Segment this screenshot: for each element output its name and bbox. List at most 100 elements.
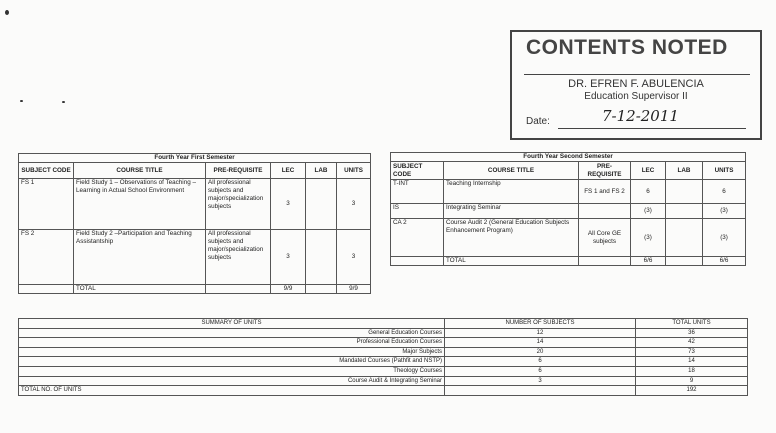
second-semester-table: Fourth Year Second Semester SUBJECT CODE… bbox=[389, 152, 747, 266]
units: (3) bbox=[701, 218, 747, 257]
summary-row: Theology Courses 6 18 bbox=[18, 365, 748, 377]
col-header: UNITS bbox=[701, 161, 747, 180]
scan-speck bbox=[20, 100, 23, 102]
col-header: PRE-REQUISITE bbox=[205, 162, 271, 179]
empty-cell bbox=[665, 256, 703, 266]
total-label: TOTAL bbox=[73, 284, 206, 294]
lab bbox=[665, 179, 703, 204]
lab bbox=[305, 178, 337, 230]
lec: 3 bbox=[270, 229, 306, 285]
stamp-title: CONTENTS NOTED bbox=[526, 36, 728, 59]
empty-cell bbox=[305, 284, 337, 294]
table-title: Fourth Year First Semester bbox=[17, 153, 372, 163]
category: Course Audit & Integrating Seminar bbox=[18, 375, 445, 387]
subjects: 6 bbox=[444, 365, 636, 377]
summary-of-units-table: SUMMARY OF UNITS NUMBER OF SUBJECTS TOTA… bbox=[18, 318, 748, 396]
units: 73 bbox=[635, 346, 748, 358]
total-row: TOTAL NO. OF UNITS 192 bbox=[18, 385, 748, 396]
summary-row: Professional Education Courses 14 42 bbox=[18, 337, 748, 348]
total-lec: 9/9 bbox=[270, 284, 306, 294]
col-header: COURSE TITLE bbox=[443, 161, 579, 180]
col-header: COURSE TITLE bbox=[73, 162, 206, 179]
empty-cell bbox=[205, 284, 271, 294]
prerequisite: All Core GE subjects bbox=[578, 218, 631, 257]
summary-row: Mandated Courses (Pathfit and NSTP) 6 14 bbox=[18, 356, 748, 367]
course-title: Course Audit 2 (General Education Subjec… bbox=[443, 218, 579, 257]
first-semester-table: Fourth Year First Semester SUBJECT CODE … bbox=[17, 153, 372, 294]
stamp-name: DR. EFREN F. ABULENCIA bbox=[568, 78, 704, 90]
lec: 6 bbox=[630, 179, 666, 204]
subjects: 20 bbox=[444, 346, 636, 358]
col-header: SUBJECT CODE bbox=[390, 161, 444, 180]
course-title: Teaching Internship bbox=[443, 179, 579, 204]
subjects: 6 bbox=[444, 356, 636, 367]
total-units: 192 bbox=[635, 385, 748, 396]
col-header: PRE-REQUISITE bbox=[578, 161, 631, 180]
total-row: TOTAL 6/6 6/6 bbox=[390, 256, 747, 266]
prerequisite bbox=[578, 203, 631, 219]
stamp-divider bbox=[524, 74, 750, 75]
course-title: Field Study 2 –Participation and Teachin… bbox=[73, 229, 206, 285]
subject-code: CA 2 bbox=[390, 218, 444, 257]
table-row: IS Integrating Seminar (3) (3) bbox=[390, 203, 747, 219]
total-lec: 6/6 bbox=[630, 256, 666, 266]
prerequisite: All professional subjects and major/spec… bbox=[205, 229, 271, 285]
stamp-date-line bbox=[558, 128, 746, 129]
col-header: LAB bbox=[665, 161, 703, 180]
course-title: Field Study 1 – Observations of Teaching… bbox=[73, 178, 206, 230]
units: 36 bbox=[635, 327, 748, 339]
category: Major Subjects bbox=[18, 346, 445, 358]
course-title: Integrating Seminar bbox=[443, 203, 579, 219]
lab bbox=[665, 218, 703, 257]
lec: (3) bbox=[630, 203, 666, 219]
lab bbox=[305, 229, 337, 285]
category: Mandated Courses (Pathfit and NSTP) bbox=[18, 356, 445, 367]
total-units: 6/6 bbox=[701, 256, 747, 266]
table-row: FS 1 Field Study 1 – Observations of Tea… bbox=[18, 178, 372, 230]
empty-cell bbox=[444, 385, 636, 396]
col-header: NUMBER OF SUBJECTS bbox=[444, 318, 636, 329]
subject-code: IS bbox=[390, 203, 444, 219]
table-row: FS 2 Field Study 2 –Participation and Te… bbox=[18, 229, 372, 285]
subject-code: T-INT bbox=[390, 179, 444, 204]
units: (3) bbox=[701, 203, 747, 219]
empty-cell bbox=[578, 256, 631, 266]
stamp-role: Education Supervisor II bbox=[584, 91, 688, 102]
scan-speck bbox=[62, 101, 65, 103]
total-label: TOTAL NO. OF UNITS bbox=[18, 385, 445, 396]
stamp-date-label: Date: bbox=[526, 116, 550, 127]
total-units: 9/9 bbox=[335, 284, 372, 294]
category: General Education Courses bbox=[18, 327, 445, 339]
prerequisite: All professional subjects and major/spec… bbox=[205, 178, 271, 230]
category: Professional Education Courses bbox=[18, 337, 445, 348]
subjects: 14 bbox=[444, 337, 636, 348]
handwritten-date: 7-12-2011 bbox=[602, 107, 679, 125]
summary-row: Major Subjects 20 73 bbox=[18, 346, 748, 358]
units: 14 bbox=[635, 356, 748, 367]
empty-cell bbox=[18, 284, 74, 294]
col-header: LAB bbox=[305, 162, 337, 179]
contents-noted-stamp: CONTENTS NOTED DR. EFREN F. ABULENCIA Ed… bbox=[510, 30, 762, 140]
units: 3 bbox=[335, 229, 372, 285]
units: 6 bbox=[701, 179, 747, 204]
prerequisite: FS 1 and FS 2 bbox=[578, 179, 631, 204]
subjects: 3 bbox=[444, 375, 636, 387]
summary-row: Course Audit & Integrating Seminar 3 9 bbox=[18, 375, 748, 387]
table-title: Fourth Year Second Semester bbox=[389, 152, 747, 162]
col-header: UNITS bbox=[335, 162, 372, 179]
summary-row: General Education Courses 12 36 bbox=[18, 327, 748, 339]
total-label: TOTAL bbox=[443, 256, 579, 266]
units: 18 bbox=[635, 365, 748, 377]
table-row: CA 2 Course Audit 2 (General Education S… bbox=[390, 218, 747, 257]
lab bbox=[665, 203, 703, 219]
subject-code: FS 1 bbox=[18, 178, 74, 230]
empty-cell bbox=[390, 256, 444, 266]
lec: (3) bbox=[630, 218, 666, 257]
col-header: LEC bbox=[630, 161, 666, 180]
subjects: 12 bbox=[444, 327, 636, 339]
col-header: SUBJECT CODE bbox=[18, 162, 74, 179]
scan-speck bbox=[5, 10, 9, 15]
total-row: TOTAL 9/9 9/9 bbox=[18, 284, 372, 294]
units: 9 bbox=[635, 375, 748, 387]
col-header: SUMMARY OF UNITS bbox=[18, 318, 445, 329]
